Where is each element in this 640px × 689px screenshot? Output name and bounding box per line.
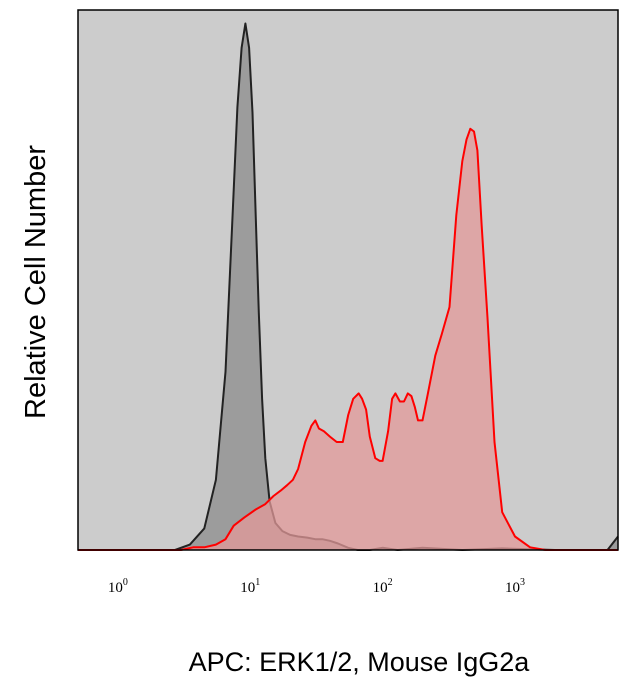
plot-frame: [77, 9, 619, 551]
series-2-line: [78, 127, 618, 551]
x-tick-label: 102: [373, 577, 393, 596]
x-tick-label: 103: [505, 577, 525, 596]
x-axis-ticks: 100 101 102 103: [108, 577, 525, 596]
y-axis-label: Relative Cell Number: [20, 145, 52, 419]
x-axis-label: APC: ERK1/2, Mouse IgG2a: [189, 647, 531, 677]
x-tick-label: 100: [108, 577, 128, 596]
x-tick-label: 101: [240, 577, 260, 596]
series-2-area: [78, 128, 618, 551]
